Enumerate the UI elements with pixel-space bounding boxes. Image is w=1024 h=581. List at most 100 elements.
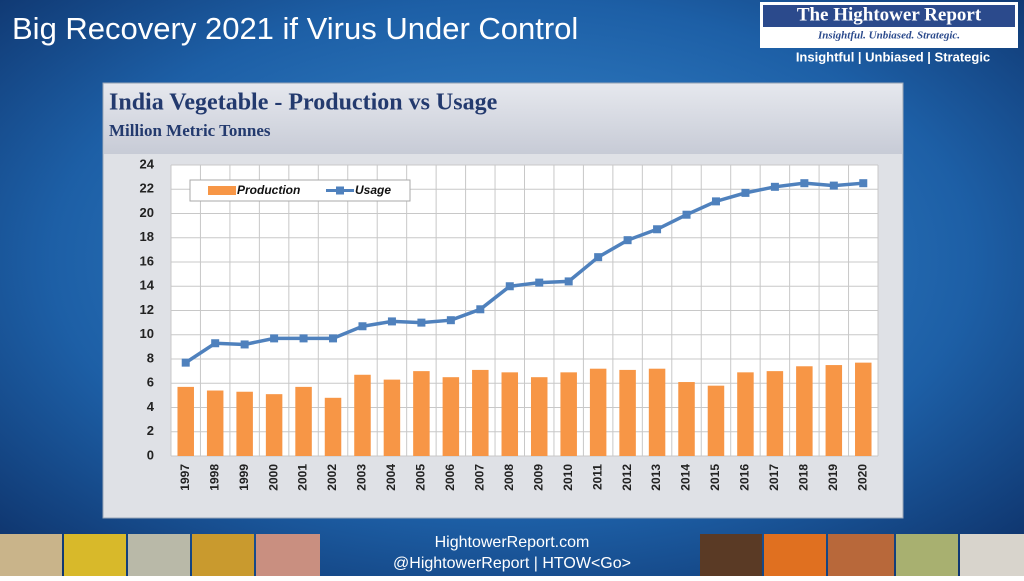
- bar: [560, 372, 577, 456]
- bar: [383, 379, 401, 456]
- x-tick-label: 2013: [649, 464, 663, 491]
- marker: [505, 282, 514, 291]
- bar: [589, 368, 607, 456]
- logo-name: The Hightower Report: [797, 4, 982, 25]
- legend-swatch: [208, 186, 236, 195]
- bar: [501, 372, 519, 456]
- slide-title: Big Recovery 2021 if Virus Under Control: [12, 11, 578, 46]
- x-tick-label: 1999: [237, 464, 251, 491]
- y-tick-label: 6: [147, 375, 154, 390]
- marker: [859, 179, 868, 188]
- marker: [711, 197, 720, 206]
- legend-box: [189, 179, 411, 202]
- chart-subtitle: Million Metric Tonnes: [109, 121, 271, 140]
- marker: [446, 316, 455, 325]
- bar: [324, 397, 342, 456]
- bar: [796, 366, 813, 456]
- marker: [770, 182, 779, 191]
- bar: [619, 369, 636, 456]
- legend-swatch-marker: [336, 186, 344, 195]
- footer-handle: @HightowerReport | HTOW<Go>: [393, 555, 631, 572]
- bar: [530, 377, 548, 456]
- marker: [653, 225, 662, 234]
- marker: [299, 334, 308, 343]
- chart-title: India Vegetable - Production vs Usage: [109, 90, 498, 116]
- bar: [206, 390, 224, 456]
- y-tick-label: 16: [140, 253, 154, 268]
- marker: [594, 253, 603, 262]
- bar: [354, 374, 371, 456]
- marker: [270, 334, 279, 343]
- x-tick-label: 2004: [384, 464, 398, 491]
- x-tick-label: 2000: [266, 464, 280, 491]
- logo-motto: Insightful. Unbiased. Strategic.: [817, 30, 960, 42]
- marker: [476, 305, 485, 314]
- y-tick-label: 10: [140, 326, 154, 341]
- x-tick-label: 2007: [472, 464, 486, 491]
- bar: [472, 369, 489, 456]
- line: [184, 181, 864, 365]
- y-tick-label: 12: [140, 302, 154, 317]
- y-tick-label: 20: [140, 205, 154, 220]
- x-tick-label: 2001: [296, 464, 310, 491]
- marker: [181, 358, 190, 367]
- x-tick-label: 2017: [767, 464, 781, 491]
- marker: [564, 277, 573, 286]
- bar: [737, 372, 754, 456]
- legend-label: Usage: [355, 183, 391, 197]
- x-tick-label: 2006: [443, 464, 457, 491]
- bar: [177, 386, 194, 456]
- marker: [535, 278, 544, 287]
- marker: [682, 210, 691, 219]
- y-tick-label: 4: [147, 399, 155, 414]
- marker: [741, 188, 750, 197]
- y-tick-label: 22: [140, 181, 154, 196]
- bar: [442, 377, 460, 456]
- logo-band: [763, 5, 1015, 27]
- bar: [236, 391, 253, 456]
- legend-label: Production: [237, 183, 300, 197]
- x-tick-label: 2002: [325, 464, 339, 491]
- x-tick-label: 2003: [355, 464, 369, 491]
- marker: [623, 236, 632, 245]
- marker: [329, 334, 338, 343]
- bar: [295, 386, 312, 456]
- x-tick-label: 2012: [620, 464, 634, 491]
- bar: [265, 394, 283, 456]
- bar: [855, 362, 872, 456]
- x-tick-label: 2011: [590, 464, 604, 490]
- x-tick-label: 2018: [797, 464, 811, 491]
- bar: [678, 382, 695, 456]
- marker: [358, 322, 367, 331]
- y-tick-label: 2: [147, 423, 154, 438]
- x-tick-label: 1997: [178, 464, 192, 491]
- x-tick-label: 2009: [531, 464, 545, 491]
- x-tick-label: 2015: [708, 464, 722, 491]
- marker: [211, 339, 220, 348]
- footer-photos: [0, 534, 1024, 576]
- y-tick-label: 8: [147, 350, 154, 365]
- y-tick-label: 14: [140, 278, 155, 293]
- bar: [766, 371, 784, 456]
- x-tick-label: 2010: [561, 464, 575, 491]
- logo-tagline: Insightful | Unbiased | Strategic: [796, 49, 990, 64]
- y-tick-label: 24: [140, 156, 155, 171]
- y-tick-label: 18: [140, 229, 154, 244]
- x-tick-label: 1998: [207, 464, 221, 491]
- footer-site: HightowerReport.com: [435, 534, 590, 551]
- x-tick-label: 2020: [855, 464, 869, 491]
- marker: [417, 318, 426, 327]
- x-tick-label: 2005: [414, 464, 428, 491]
- chart-header: [104, 84, 902, 154]
- x-tick-label: 2019: [826, 464, 840, 491]
- y-tick-label: 0: [147, 447, 154, 462]
- bar: [707, 385, 725, 456]
- bar: [825, 365, 843, 456]
- bar: [648, 368, 666, 456]
- bar: [413, 371, 430, 456]
- marker: [829, 181, 838, 190]
- x-tick-label: 2016: [738, 464, 752, 491]
